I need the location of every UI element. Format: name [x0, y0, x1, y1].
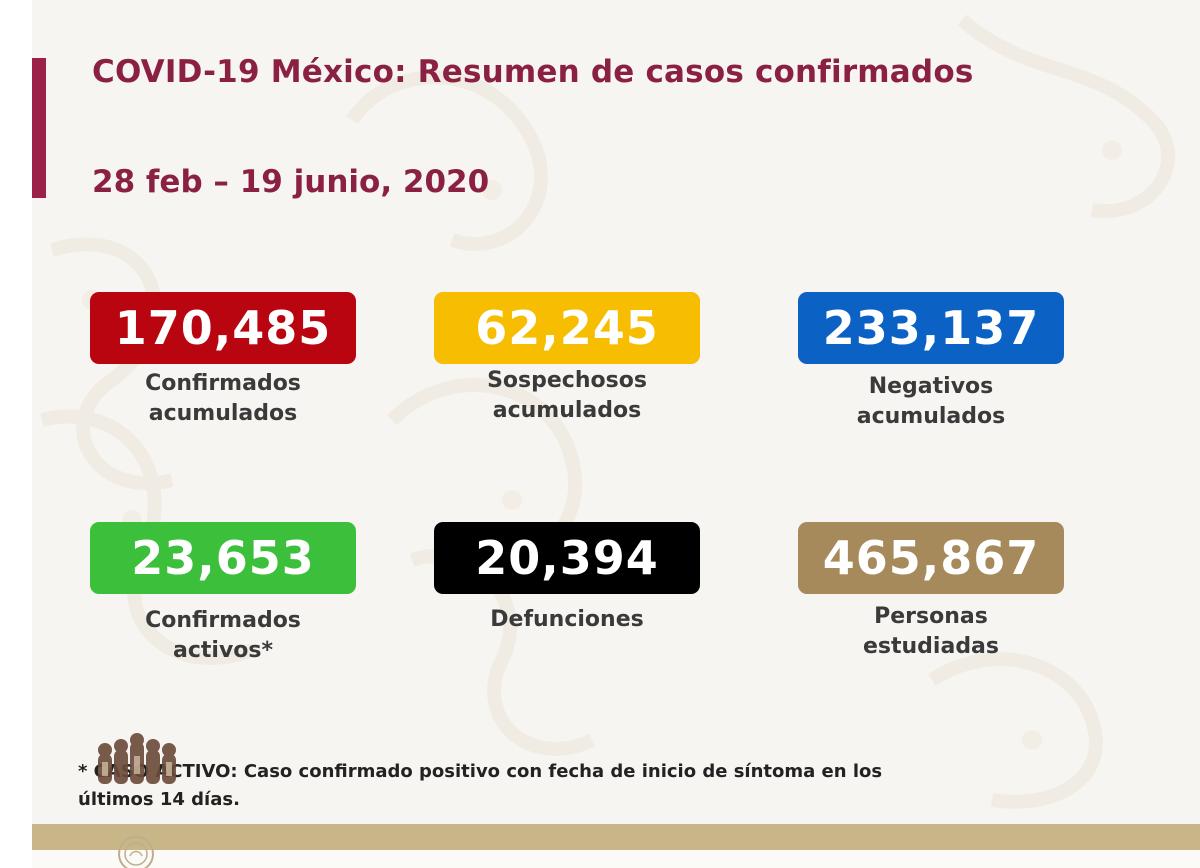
stat-label-defunciones: Defunciones — [417, 605, 717, 635]
stat-label-confirmados-activos: Confirmados activos* — [73, 606, 373, 666]
stat-box-negativos-acumulados: 233,137 — [798, 292, 1064, 364]
stat-label-negativos-acumulados: Negativos acumulados — [781, 372, 1081, 432]
footer-bottom — [32, 850, 1200, 868]
stat-box-confirmados-activos: 23,653 — [90, 522, 356, 594]
stat-label-line: Personas — [874, 604, 988, 629]
stat-label-line: Defunciones — [490, 607, 644, 632]
stat-label-line: acumulados — [148, 401, 298, 426]
stat-label-confirmados-acumulados: Confirmados acumulados — [73, 369, 373, 429]
stat-label-line: Confirmados — [145, 371, 301, 396]
date-range: 28 feb – 19 junio, 2020 — [92, 164, 490, 200]
national-seal-icon — [118, 836, 154, 868]
stat-label-line: Sospechosos — [487, 368, 647, 393]
stat-box-defunciones: 20,394 — [434, 522, 700, 594]
stat-label-personas-estudiadas: Personas estudiadas — [781, 602, 1081, 662]
footer-band — [32, 824, 1200, 850]
stat-label-line: acumulados — [492, 398, 642, 423]
stat-label-line: acumulados — [856, 404, 1006, 429]
stat-box-confirmados-acumulados: 170,485 — [90, 292, 356, 364]
stat-label-sospechosos-acumulados: Sospechosos acumulados — [417, 366, 717, 426]
page-title: COVID-19 México: Resumen de casos confir… — [92, 54, 974, 90]
stat-label-line: estudiadas — [862, 634, 1000, 659]
slide: COVID-19 México: Resumen de casos confir… — [32, 0, 1200, 868]
stat-label-line: Confirmados — [145, 608, 301, 633]
accent-bar — [32, 58, 46, 198]
gobierno-de-mexico-logo-icon — [98, 733, 176, 784]
stat-box-sospechosos-acumulados: 62,245 — [434, 292, 700, 364]
footnote: * CASO ACTIVO: Caso confirmado positivo … — [78, 758, 1078, 814]
footnote-line: * CASO ACTIVO: Caso confirmado positivo … — [78, 761, 883, 782]
left-margin — [0, 0, 32, 868]
stat-label-line: Negativos — [868, 374, 994, 399]
footnote-line: últimos 14 días. — [78, 789, 240, 810]
stat-label-line: activos* — [173, 638, 273, 663]
stat-box-personas-estudiadas: 465,867 — [798, 522, 1064, 594]
background-pattern — [40, 14, 1176, 809]
